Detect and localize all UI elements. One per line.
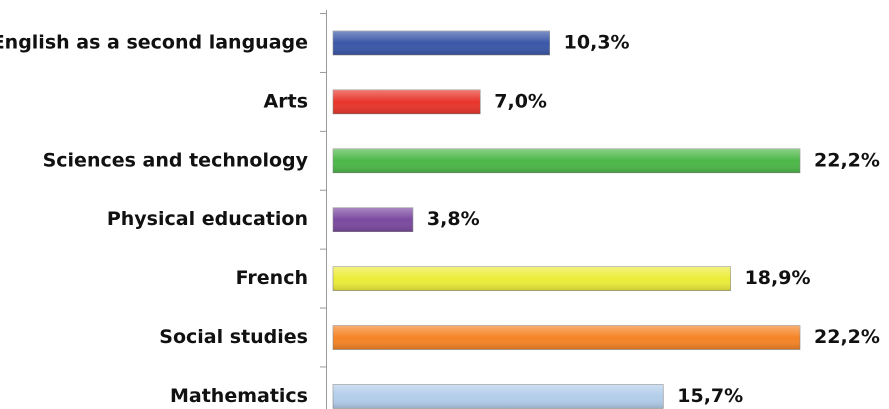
bar-shine (333, 325, 800, 350)
value-label: 15,7% (677, 385, 743, 407)
value-label: 10,3% (564, 32, 630, 54)
bar-shine (333, 148, 800, 173)
value-label: 3,8% (427, 208, 480, 230)
category-label: Physical education (107, 208, 308, 230)
category-label: French (236, 267, 308, 289)
value-label: 22,2% (814, 149, 880, 171)
bar-shine (333, 89, 481, 114)
bar-shine (333, 266, 731, 291)
value-label: 22,2% (814, 326, 880, 348)
category-label: Mathematics (170, 385, 308, 407)
bar-shine (333, 207, 413, 232)
category-label: Arts (264, 90, 308, 112)
bar-shine (333, 384, 664, 409)
value-label: 18,9% (745, 267, 811, 289)
category-label: English as a second language (0, 32, 308, 54)
bar-shine (333, 31, 550, 55)
category-label: Social studies (159, 326, 308, 348)
category-label: Sciences and technology (43, 149, 309, 171)
value-label: 7,0% (494, 90, 547, 112)
